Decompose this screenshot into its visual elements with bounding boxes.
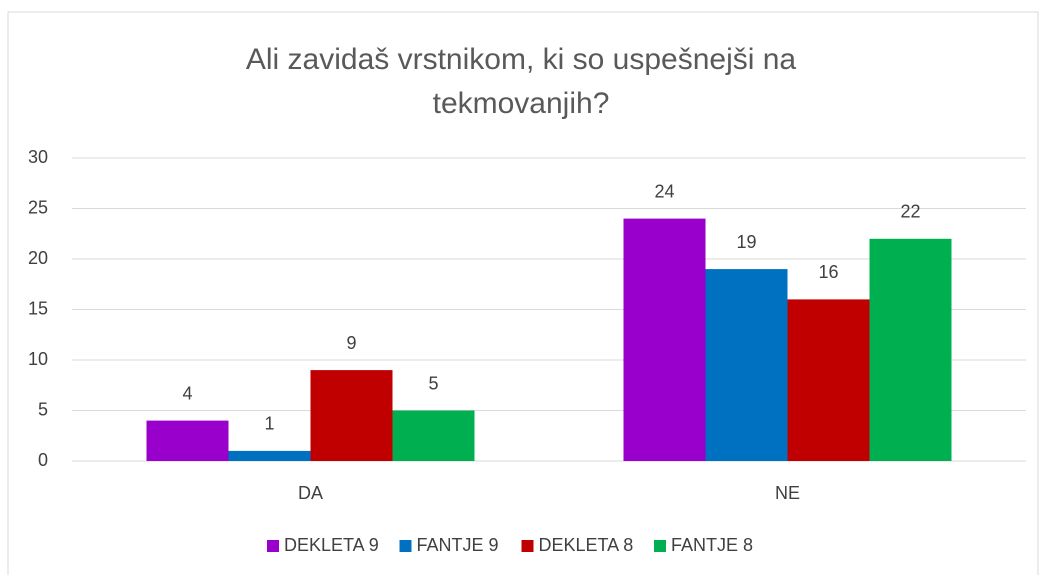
chart-title: Ali zavidaš vrstnikom, ki so uspešnejši … — [245, 43, 797, 120]
y-tick-label: 10 — [28, 349, 48, 369]
data-label: 22 — [900, 202, 920, 222]
legend-label: FANTJE 8 — [671, 535, 753, 555]
y-tick-label: 15 — [28, 298, 48, 318]
bar — [146, 420, 229, 461]
data-label: 5 — [428, 373, 438, 393]
legend-swatch — [399, 540, 412, 552]
data-label: 19 — [736, 232, 756, 252]
bar — [705, 269, 788, 461]
x-tick-label: DA — [298, 483, 323, 503]
bar — [228, 450, 311, 461]
data-label: 16 — [818, 262, 838, 282]
bar — [392, 410, 475, 461]
legend-label: DEKLETA 8 — [539, 535, 634, 555]
bar — [623, 218, 706, 461]
data-label: 1 — [264, 414, 274, 434]
legend-label: DEKLETA 9 — [284, 535, 379, 555]
chart-border — [7, 11, 1039, 575]
data-label: 24 — [654, 181, 674, 201]
legend-label: FANTJE 9 — [417, 535, 499, 555]
bar — [310, 370, 393, 461]
y-tick-label: 20 — [28, 248, 48, 268]
x-tick-label: NE — [775, 483, 800, 503]
data-label: 4 — [182, 383, 192, 403]
bar — [787, 299, 870, 461]
y-tick-label: 30 — [28, 147, 48, 167]
y-tick-label: 0 — [38, 450, 48, 470]
data-label: 9 — [346, 333, 356, 353]
legend-swatch — [654, 540, 666, 552]
bar — [869, 238, 952, 461]
y-tick-label: 25 — [28, 197, 48, 217]
y-tick-label: 5 — [38, 399, 48, 419]
legend-swatch — [521, 540, 534, 552]
legend-swatch — [267, 540, 279, 552]
